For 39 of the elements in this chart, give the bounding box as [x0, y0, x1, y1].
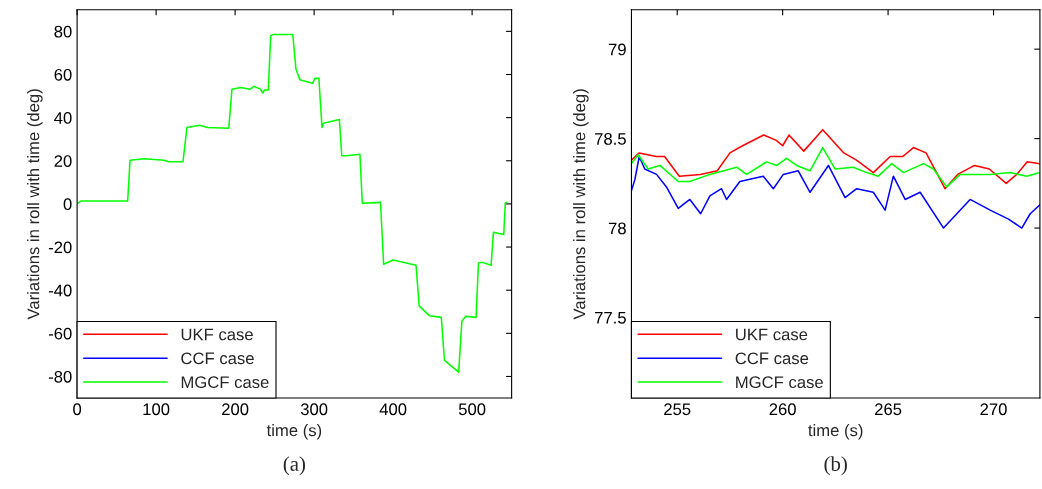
text: (a) — [283, 456, 306, 476]
y-tick-label: -60 — [48, 327, 72, 340]
x-tick-label: 500 — [458, 403, 486, 416]
line-series — [77, 33, 508, 373]
text: (b) — [824, 456, 847, 476]
y-tick-label: 20 — [54, 155, 72, 167]
x-axis-title: time (s) — [808, 424, 863, 440]
x-tick-label: 260 — [769, 403, 796, 416]
y-axis-title: Variations in roll with time (deg) — [573, 89, 589, 320]
legend-label: CCF case — [181, 352, 254, 365]
y-tick-label: 0 — [63, 198, 72, 211]
y-tick-label: 60 — [54, 68, 72, 81]
legend-label: MGCF case — [181, 376, 269, 389]
y-axis-title: Variations in roll with time (deg) — [27, 89, 43, 320]
x-tick-label: 300 — [300, 403, 328, 416]
legend-label: UKF case — [181, 328, 253, 341]
x-tick-label: 255 — [664, 403, 691, 416]
x-tick-label: 270 — [980, 403, 1007, 416]
y-tick-label: 78.5 — [595, 133, 626, 145]
x-tick-label: 0 — [73, 403, 82, 416]
x-tick-label: 400 — [379, 403, 407, 416]
x-tick-label: 265 — [875, 403, 902, 416]
x-tick-label: 200 — [222, 403, 249, 416]
x-tick-label: 100 — [143, 403, 170, 416]
legend-label: UKF case — [736, 328, 808, 341]
y-tick-label: -20 — [48, 241, 72, 254]
line-series — [631, 146, 1040, 188]
x-axis-title: time (s) — [266, 424, 322, 440]
y-tick-label: 79 — [608, 43, 626, 56]
legend-label: CCF case — [735, 352, 809, 365]
y-tick-label: 77.5 — [595, 312, 626, 324]
y-tick-label: 78 — [608, 222, 626, 235]
y-tick-label: 40 — [54, 112, 72, 124]
y-tick-label: -40 — [48, 284, 72, 297]
line-series — [631, 128, 1040, 190]
line-series — [631, 155, 1040, 229]
y-tick-label: 80 — [54, 25, 72, 38]
legend-label: MGCF case — [736, 376, 823, 389]
y-tick-label: -80 — [48, 370, 72, 383]
